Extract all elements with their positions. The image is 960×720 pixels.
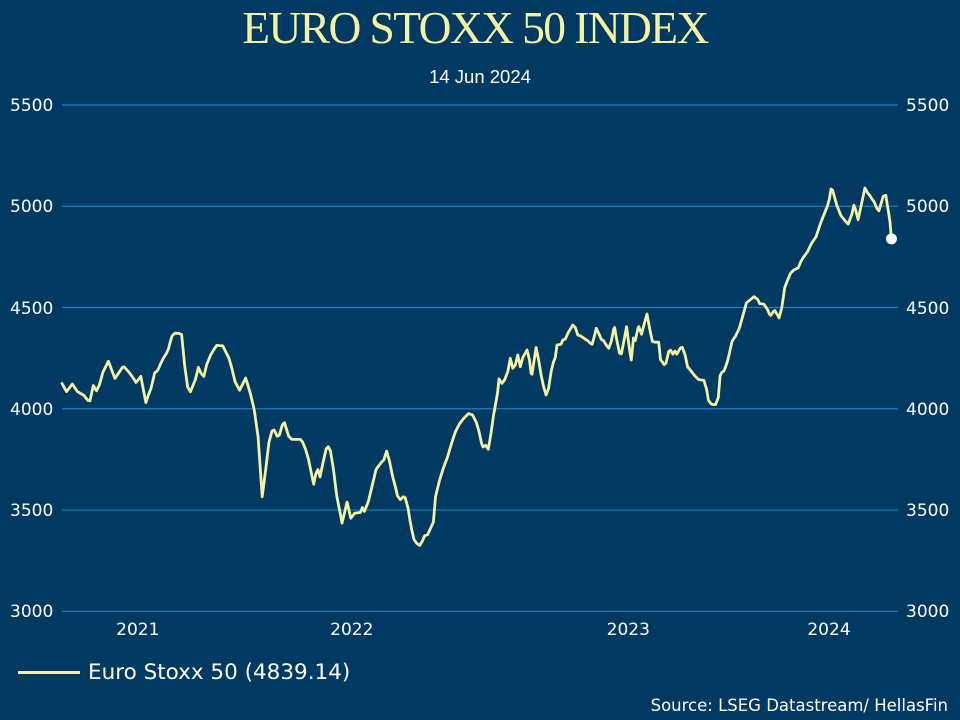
y-axis-label-right: 3000: [906, 602, 950, 623]
x-axis-label: 2022: [330, 620, 374, 640]
x-axis-label: 2021: [116, 620, 160, 640]
y-axis-label-right: 3500: [906, 501, 950, 522]
y-axis-label-left: 5500: [10, 96, 54, 116]
chart-subtitle: 14 Jun 2024: [429, 66, 531, 87]
y-axis-label-right: 4500: [906, 298, 950, 319]
source-attribution: Source: LSEG Datastream/ HellasFin: [650, 696, 948, 715]
x-axis-label: 2023: [606, 620, 650, 640]
y-axis-label-left: 5000: [10, 197, 54, 218]
y-axis-label-left: 3500: [10, 501, 54, 522]
y-axis-label-left: 4500: [10, 298, 54, 319]
y-axis-label-right: 4000: [906, 399, 950, 420]
y-axis-label-right: 5500: [906, 96, 950, 116]
series-line: [60, 186, 893, 547]
y-axis-label-left: 4000: [10, 399, 54, 420]
y-axis-label-left: 3000: [10, 602, 54, 623]
chart-title: EURO STOXX 50 INDEX: [242, 2, 709, 53]
last-value-marker: [885, 233, 897, 245]
x-axis-label: 2024: [807, 620, 851, 640]
y-axis-label-right: 5000: [906, 197, 950, 218]
